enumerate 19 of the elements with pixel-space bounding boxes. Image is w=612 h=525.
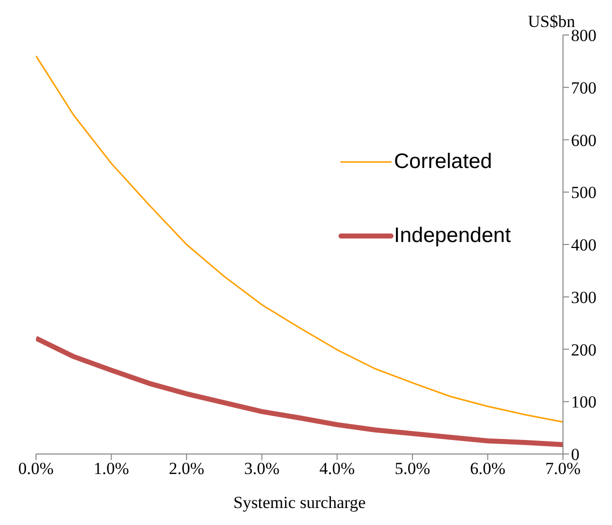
y-tick-label: 600	[571, 130, 596, 150]
x-tick-label: 0.0%	[18, 459, 54, 478]
y-tick-label: 300	[571, 288, 596, 307]
legend-label: Correlated	[394, 150, 492, 174]
x-tick-label: 4.0%	[319, 459, 355, 478]
x-tick-label: 3.0%	[244, 459, 280, 478]
legend-label: Independent	[394, 224, 511, 248]
y-tick-label: 100	[571, 392, 596, 412]
x-tick-label: 1.0%	[94, 459, 129, 478]
y-tick-label: 700	[571, 78, 596, 98]
y-tick-label: 500	[571, 183, 596, 202]
line-series	[36, 55, 563, 423]
x-axis-title: Systemic surcharge	[233, 493, 366, 512]
x-tick-label: 6.0%	[470, 459, 506, 478]
x-tick-label: 7.0%	[545, 459, 581, 478]
y-tick-label: 200	[571, 340, 596, 360]
x-tick-label: 5.0%	[394, 459, 430, 478]
y-tick-label: 400	[571, 236, 596, 255]
x-tick-label: 2.0%	[168, 459, 204, 478]
